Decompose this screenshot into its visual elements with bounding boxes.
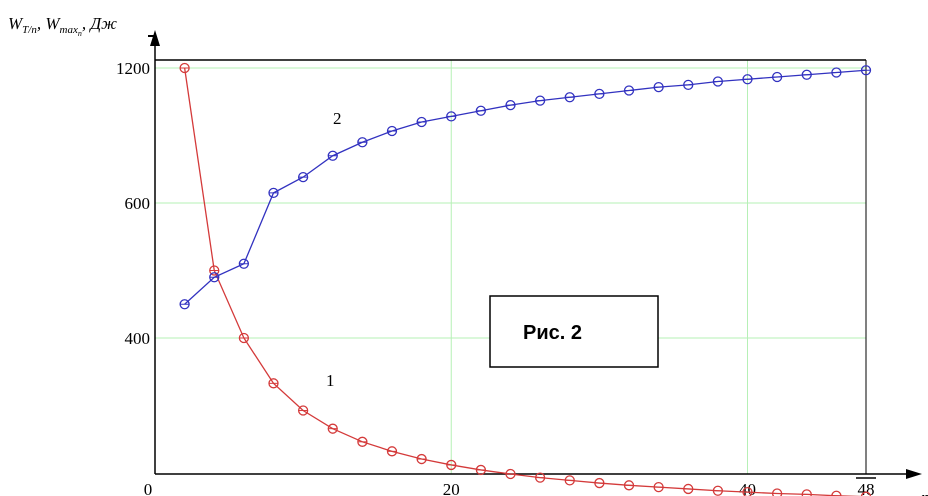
- y-tick-label: 400: [125, 329, 151, 348]
- series-2-line: [184, 69, 867, 305]
- y-tick-label: 600: [125, 194, 151, 213]
- x-axis-arrow: [906, 469, 922, 479]
- annotation-box: [489, 295, 659, 368]
- y-label-w1: W: [8, 14, 24, 33]
- y-label-w2-sub2: n: [78, 29, 82, 38]
- axes: [148, 30, 922, 479]
- series-label-1: 1: [326, 371, 335, 390]
- series-label-2: 2: [333, 109, 342, 128]
- plot-frame: [155, 59, 867, 474]
- x-axis-label: n: [921, 488, 928, 496]
- series-1-point: [860, 491, 872, 496]
- y-axis-label: WT/n, Wmaxn, Дж: [8, 14, 117, 38]
- annotation-text: Рис. 2: [523, 322, 582, 344]
- y-label-w2: W: [45, 14, 61, 33]
- y-label-unit: Дж: [88, 14, 117, 33]
- y-label-w2-sub: max: [60, 24, 78, 36]
- series-1-point: [771, 488, 783, 496]
- y-label-sep1: ,: [37, 14, 46, 33]
- series-group: [179, 62, 872, 496]
- y-label-w1-sub: T/n: [22, 24, 37, 36]
- y-tick-label: 1200: [116, 59, 150, 78]
- grid: [155, 60, 866, 474]
- y-axis-arrow: [150, 30, 160, 46]
- series-1-line: [183, 67, 866, 496]
- x-tick-label: 48: [858, 480, 875, 496]
- x-tick-label: 20: [443, 480, 460, 496]
- y-label-sep2: ,: [82, 14, 91, 33]
- x-tick-label: 0: [144, 480, 153, 496]
